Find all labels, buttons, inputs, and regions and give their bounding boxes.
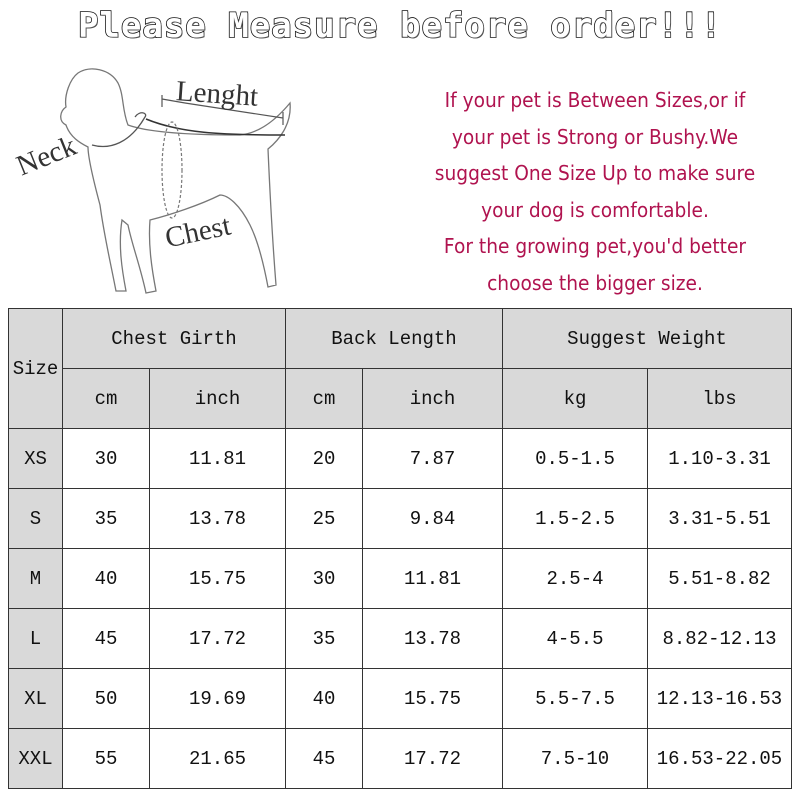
table-cell: 1.10-3.31 bbox=[647, 428, 792, 489]
dog-outline bbox=[60, 68, 291, 294]
size-cell: XS bbox=[8, 428, 63, 489]
table-cell: 15.75 bbox=[362, 668, 503, 729]
table-header-row: Size Chest Girth Back Length Suggest Wei… bbox=[8, 308, 792, 429]
unit-header: lbs bbox=[647, 368, 792, 429]
page-title: Please Measure before order!!! bbox=[77, 5, 723, 47]
table-cell: 35 bbox=[62, 488, 150, 549]
size-cell: S bbox=[8, 488, 63, 549]
table-cell: 11.81 bbox=[149, 428, 286, 489]
table-cell: 7.5-10 bbox=[502, 728, 648, 789]
table-cell: 45 bbox=[62, 608, 150, 669]
table-cell: 13.78 bbox=[149, 488, 286, 549]
table-cell: 45 bbox=[285, 728, 363, 789]
table-cell: 5.51-8.82 bbox=[647, 548, 792, 609]
length-measure-line bbox=[145, 118, 286, 136]
table-cell: 3.31-5.51 bbox=[647, 488, 792, 549]
size-cell: XL bbox=[8, 668, 63, 729]
size-chart-table: Size Chest Girth Back Length Suggest Wei… bbox=[8, 308, 792, 789]
unit-header: cm bbox=[285, 368, 363, 429]
table-cell: 16.53-22.05 bbox=[647, 728, 792, 789]
note-line: For the growing pet,you'd better bbox=[443, 234, 747, 259]
table-cell: 35 bbox=[285, 608, 363, 669]
table-cell: 17.72 bbox=[149, 608, 286, 669]
chest-measure-ellipse bbox=[161, 121, 183, 219]
note-line: choose the bigger size. bbox=[487, 270, 703, 295]
table-cell: 11.81 bbox=[362, 548, 503, 609]
suggest-weight-header: Suggest Weight bbox=[502, 308, 792, 369]
table-cell: 50 bbox=[62, 668, 150, 729]
table-row: XS 30 11.81 20 7.87 0.5-1.5 1.10-3.31 bbox=[8, 428, 792, 489]
table-cell: 19.69 bbox=[149, 668, 286, 729]
note-line: suggest One Size Up to make sure bbox=[434, 161, 756, 186]
size-cell: XXL bbox=[8, 728, 63, 789]
size-cell: L bbox=[8, 608, 63, 669]
table-row: XL 50 19.69 40 15.75 5.5-7.5 12.13-16.53 bbox=[8, 668, 792, 729]
length-label: Lenght bbox=[175, 75, 260, 113]
table-cell: 20 bbox=[285, 428, 363, 489]
table-cell: 2.5-4 bbox=[502, 548, 648, 609]
table-cell: 40 bbox=[62, 548, 150, 609]
table-cell: 25 bbox=[285, 488, 363, 549]
table-unit-row: cm inch cm inch kg lbs bbox=[9, 368, 792, 429]
table-cell: 4-5.5 bbox=[502, 608, 648, 669]
dog-measurement-diagram bbox=[60, 68, 291, 294]
note-line: your pet is Strong or Bushy.We bbox=[451, 124, 739, 149]
unit-header: inch bbox=[149, 368, 286, 429]
table-cell: 40 bbox=[285, 668, 363, 729]
table-cell: 5.5-7.5 bbox=[502, 668, 648, 729]
table-cell: 15.75 bbox=[149, 548, 286, 609]
table-cell: 21.65 bbox=[149, 728, 286, 789]
table-cell: 9.84 bbox=[362, 488, 503, 549]
table-row: L 45 17.72 35 13.78 4-5.5 8.82-12.13 bbox=[8, 608, 792, 669]
table-cell: 0.5-1.5 bbox=[502, 428, 648, 489]
sizing-advice-note: If your pet is Between Sizes,or if your … bbox=[409, 82, 781, 302]
table-cell: 7.87 bbox=[362, 428, 503, 489]
table-cell: 1.5-2.5 bbox=[502, 488, 648, 549]
back-length-header: Back Length bbox=[285, 308, 503, 369]
table-row: S 35 13.78 25 9.84 1.5-2.5 3.31-5.51 bbox=[8, 488, 792, 549]
table-row: M 40 15.75 30 11.81 2.5-4 5.51-8.82 bbox=[8, 548, 792, 609]
table-cell: 12.13-16.53 bbox=[647, 668, 792, 729]
note-line: your dog is comfortable. bbox=[481, 197, 709, 222]
length-arrow bbox=[161, 95, 284, 125]
size-cell: M bbox=[8, 548, 63, 609]
table-cell: 13.78 bbox=[362, 608, 503, 669]
unit-header: inch bbox=[362, 368, 503, 429]
neck-measure-line bbox=[91, 112, 147, 148]
unit-header: cm bbox=[62, 368, 150, 429]
table-cell: 30 bbox=[62, 428, 150, 489]
chest-girth-header: Chest Girth bbox=[62, 308, 286, 369]
unit-header: kg bbox=[502, 368, 648, 429]
size-header: Size bbox=[8, 308, 63, 429]
table-cell: 55 bbox=[62, 728, 150, 789]
table-cell: 8.82-12.13 bbox=[647, 608, 792, 669]
note-line: If your pet is Between Sizes,or if bbox=[444, 88, 746, 112]
table-cell: 17.72 bbox=[362, 728, 503, 789]
table-cell: 30 bbox=[285, 548, 363, 609]
table-row: XXL 55 21.65 45 17.72 7.5-10 16.53-22.05 bbox=[8, 728, 792, 789]
